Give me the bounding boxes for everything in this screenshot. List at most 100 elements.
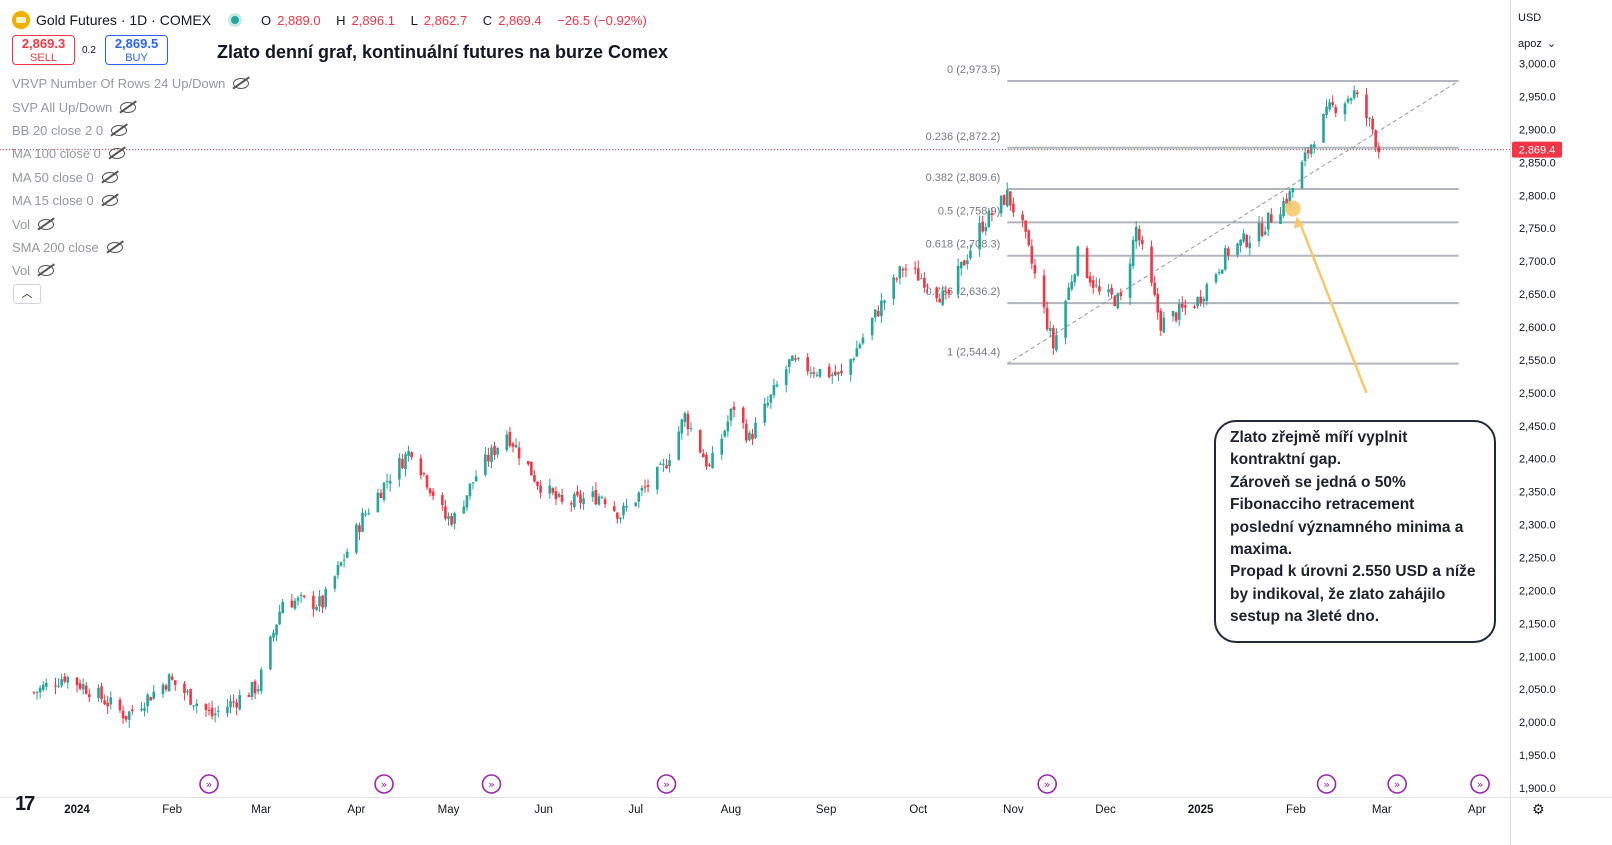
candle-body bbox=[312, 595, 315, 610]
hidden-eye-icon[interactable] bbox=[233, 78, 250, 90]
candle-body bbox=[471, 482, 475, 484]
indicator-item[interactable]: MA 100 close 0 bbox=[12, 142, 249, 165]
candle-body bbox=[63, 676, 67, 682]
candle-body bbox=[741, 407, 745, 423]
currency-label[interactable]: USD bbox=[1518, 12, 1542, 24]
candle-body bbox=[127, 711, 131, 720]
hidden-eye-icon[interactable] bbox=[101, 171, 118, 183]
hidden-eye-icon[interactable] bbox=[120, 101, 137, 113]
hidden-eye-icon[interactable] bbox=[106, 241, 123, 253]
candle-body bbox=[401, 458, 404, 469]
candle-body bbox=[794, 358, 797, 360]
candle-body bbox=[1368, 118, 1371, 120]
candle-body bbox=[140, 709, 143, 711]
low-value: 2,862.7 bbox=[423, 12, 468, 28]
event-arrow-icon: » bbox=[381, 778, 388, 791]
candle-body bbox=[431, 491, 435, 497]
hidden-eye-icon[interactable] bbox=[111, 124, 128, 136]
candle-body bbox=[791, 355, 794, 361]
scale-mode-dropdown[interactable]: apoz bbox=[1518, 37, 1556, 50]
candle-body bbox=[152, 691, 156, 699]
candle-body bbox=[281, 601, 285, 614]
candle-body bbox=[892, 277, 895, 299]
close-value: 2,869.4 bbox=[498, 12, 542, 28]
candle-body bbox=[385, 481, 389, 483]
candle-body bbox=[1279, 214, 1282, 224]
candle-body bbox=[164, 685, 168, 690]
candle-body bbox=[388, 480, 392, 484]
candle-body bbox=[923, 277, 926, 288]
market-open-icon bbox=[231, 16, 240, 24]
candle-body bbox=[1171, 310, 1175, 317]
y-tick-label: 2,800.0 bbox=[1519, 190, 1556, 202]
x-tick-label: Nov bbox=[1003, 804, 1024, 816]
indicator-item[interactable]: Vol bbox=[12, 212, 249, 235]
candle-body bbox=[508, 431, 512, 446]
candle-body bbox=[683, 413, 687, 423]
candle-body bbox=[815, 374, 819, 376]
candle-body bbox=[966, 260, 969, 265]
candle-body bbox=[726, 421, 730, 432]
candle-body bbox=[984, 226, 988, 232]
y-tick-label: 2,350.0 bbox=[1519, 487, 1556, 499]
candle-body bbox=[1048, 327, 1052, 331]
candle-body bbox=[1266, 212, 1270, 230]
candle-body bbox=[978, 222, 981, 250]
indicator-item[interactable]: MA 15 close 0 bbox=[12, 189, 249, 212]
candle-body bbox=[640, 488, 644, 491]
candle-body bbox=[766, 402, 770, 406]
indicator-item[interactable]: Vol bbox=[12, 259, 249, 282]
candle-body bbox=[557, 493, 561, 497]
indicator-item[interactable]: SMA 200 close bbox=[12, 236, 249, 259]
x-tick-label: Jul bbox=[628, 804, 643, 816]
event-arrow-icon: » bbox=[1044, 778, 1051, 791]
indicator-item[interactable]: BB 20 close 2 0 bbox=[12, 119, 249, 142]
ohlc-values: O 2,889.0 H 2,896.1 L 2,862.7 C 2,869.4 −26.… bbox=[261, 12, 647, 28]
candle-body bbox=[60, 679, 63, 686]
candle-body bbox=[840, 370, 843, 374]
indicator-item[interactable]: VRVP Number Of Rows 24 Up/Down bbox=[12, 72, 250, 95]
gold-logo-icon bbox=[12, 11, 30, 29]
candle-body bbox=[1150, 246, 1153, 283]
candle-body bbox=[1239, 239, 1242, 246]
candle-body bbox=[398, 457, 401, 480]
candle-body bbox=[1141, 239, 1144, 245]
candle-body bbox=[861, 337, 865, 344]
symbol-title[interactable]: Gold Futures · 1D · COMEX bbox=[36, 12, 212, 28]
candle-body bbox=[729, 408, 733, 421]
buy-button[interactable]: 2,869.5 BUY bbox=[105, 35, 168, 65]
indicator-item[interactable]: SVP All Up/Down bbox=[12, 95, 249, 118]
candle-body bbox=[272, 632, 275, 638]
tradingview-logo-icon[interactable]: 17 bbox=[15, 793, 35, 815]
candle-body bbox=[576, 491, 579, 496]
candle-body bbox=[496, 447, 499, 455]
hidden-eye-icon[interactable] bbox=[108, 148, 125, 160]
hidden-eye-icon[interactable] bbox=[38, 218, 55, 230]
candle-body bbox=[103, 700, 106, 705]
candle-body bbox=[1331, 102, 1335, 105]
y-tick-label: 2,200.0 bbox=[1519, 585, 1556, 597]
candle-body bbox=[597, 496, 601, 505]
spread-value: 0.2 bbox=[82, 45, 96, 56]
candle-body bbox=[895, 278, 899, 280]
candle-body bbox=[345, 551, 349, 558]
chevron-up-icon[interactable]: ︿ bbox=[13, 284, 41, 304]
candle-body bbox=[1199, 296, 1202, 304]
hidden-eye-icon[interactable] bbox=[38, 265, 55, 277]
candle-body bbox=[668, 460, 671, 467]
candle-body bbox=[916, 268, 920, 281]
event-arrow-icon: » bbox=[1323, 778, 1330, 791]
indicator-item[interactable]: MA 50 close 0 bbox=[12, 166, 249, 189]
candle-body bbox=[293, 600, 297, 609]
candle-body bbox=[382, 482, 386, 501]
y-tick-label: 2,550.0 bbox=[1519, 355, 1556, 367]
sell-button[interactable]: 2,869.3 SELL bbox=[12, 35, 75, 65]
candle-body bbox=[1248, 242, 1252, 249]
candle-body bbox=[637, 492, 641, 502]
candle-body bbox=[1236, 243, 1239, 255]
candle-body bbox=[1245, 234, 1249, 248]
settings-gear-icon[interactable]: ⚙ bbox=[1532, 801, 1545, 817]
candle-body bbox=[1365, 94, 1368, 119]
hidden-eye-icon[interactable] bbox=[101, 195, 118, 207]
